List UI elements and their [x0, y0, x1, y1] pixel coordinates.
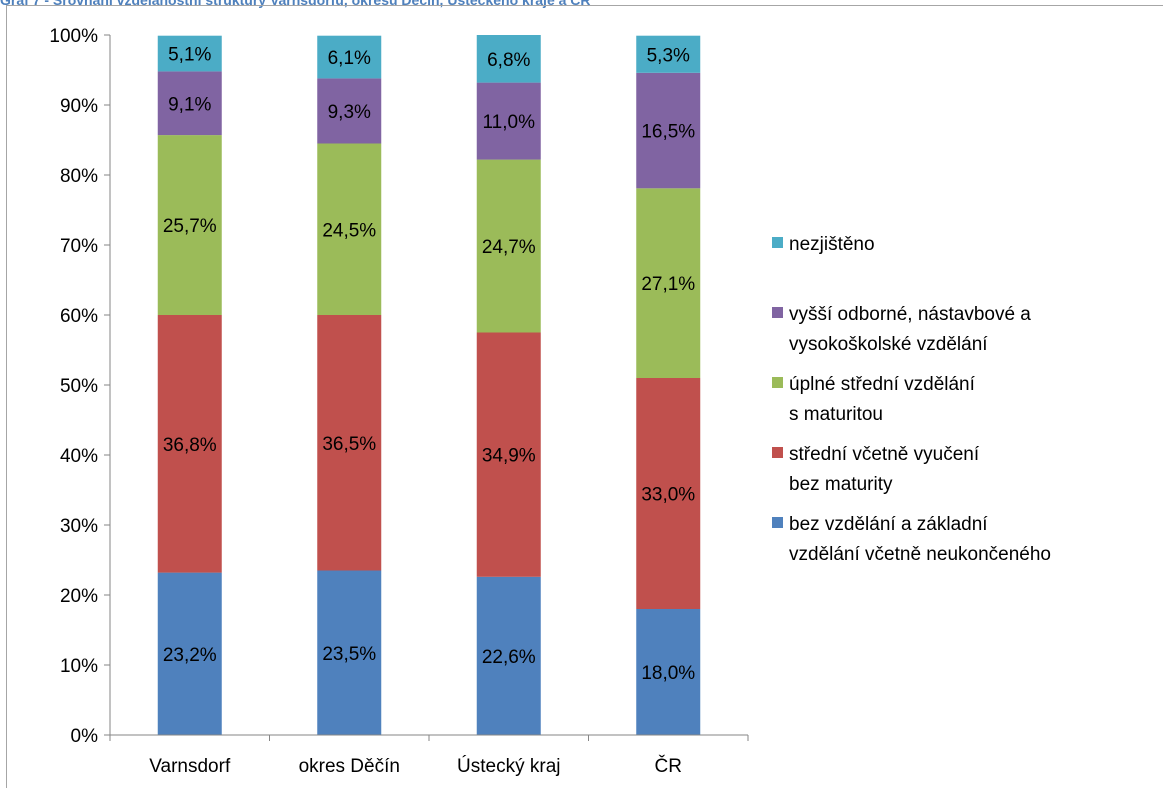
data-label: 27,1%: [641, 274, 695, 295]
bar-segment: [636, 378, 701, 609]
legend-swatch: [772, 237, 783, 248]
legend-label: nezjištěno: [789, 234, 875, 255]
data-label: 24,5%: [322, 220, 376, 241]
bar-segment: [636, 72, 701, 189]
data-label: 9,1%: [168, 94, 211, 115]
legend-swatch: [772, 307, 783, 318]
bar-segment: [476, 82, 541, 160]
chart-frame-top: [6, 5, 1163, 6]
data-label: 36,8%: [163, 435, 217, 456]
data-label: 24,7%: [482, 237, 536, 258]
x-tick-label: okres Děčín: [299, 756, 400, 777]
legend-swatch: [772, 447, 783, 458]
legend-label: vzdělání včetně neukončeného: [789, 544, 1051, 565]
legend-label: střední včetně vyučení: [789, 444, 980, 465]
y-tick-label: 80%: [60, 166, 98, 187]
data-label: 5,3%: [647, 45, 690, 66]
legend-label: bez vzdělání a základní: [789, 514, 988, 535]
bar-segment: [476, 576, 541, 735]
chart-title: Graf 7 - Srovnání vzdělanostní struktury…: [0, 0, 591, 8]
bar-segment: [476, 332, 541, 577]
legend-label: úplné střední vzdělání: [789, 374, 976, 395]
y-tick-label: 20%: [60, 586, 98, 607]
legend-label: vyšší odborné, nástavbové a: [789, 304, 1031, 325]
bar-segment: [157, 71, 222, 136]
y-tick-label: 40%: [60, 446, 98, 467]
data-label: 18,0%: [641, 663, 695, 684]
bar-segment: [157, 572, 222, 735]
data-label: 9,3%: [328, 102, 371, 123]
data-label: 16,5%: [641, 122, 695, 143]
data-label: 6,8%: [487, 50, 530, 71]
bar-segment: [157, 35, 222, 72]
legend-label: bez maturity: [789, 474, 893, 495]
y-tick-label: 70%: [60, 236, 98, 257]
bar-segment: [317, 570, 382, 735]
data-label: 23,2%: [163, 645, 217, 666]
y-tick-label: 50%: [60, 376, 98, 397]
legend-label: vysokoškolské vzdělání: [789, 334, 988, 355]
chart-frame-left: [6, 5, 7, 788]
data-label: 5,1%: [168, 45, 211, 66]
legend-swatch: [772, 517, 783, 528]
x-tick-label: ČR: [655, 755, 682, 777]
y-tick-label: 0%: [71, 726, 99, 747]
y-tick-label: 90%: [60, 96, 98, 117]
legend-swatch: [772, 377, 783, 388]
data-label: 6,1%: [328, 48, 371, 69]
bar-segment: [317, 78, 382, 144]
bar-segment: [636, 35, 701, 73]
data-label: 36,5%: [322, 434, 376, 455]
bar-segment: [157, 135, 222, 315]
data-label: 22,6%: [482, 647, 536, 668]
x-tick-label: Ústecký kraj: [457, 755, 560, 777]
bar-segment: [317, 143, 382, 315]
data-label: 25,7%: [163, 216, 217, 237]
legend-label: s maturitou: [789, 404, 883, 425]
y-tick-label: 30%: [60, 516, 98, 537]
y-tick-label: 100%: [49, 26, 98, 47]
bar-segment: [636, 609, 701, 735]
y-tick-label: 10%: [60, 656, 98, 677]
data-label: 34,9%: [482, 446, 536, 467]
data-label: 23,5%: [322, 644, 376, 665]
bar-segment: [317, 315, 382, 571]
bar-segment: [157, 315, 222, 573]
x-tick-label: Varnsdorf: [149, 756, 231, 777]
bar-segment: [476, 35, 541, 83]
data-label: 11,0%: [483, 112, 536, 133]
bar-segment: [317, 35, 382, 79]
bar-segment: [636, 188, 701, 378]
bar-segment: [476, 159, 541, 333]
y-tick-label: 60%: [60, 306, 98, 327]
data-label: 33,0%: [641, 485, 695, 506]
